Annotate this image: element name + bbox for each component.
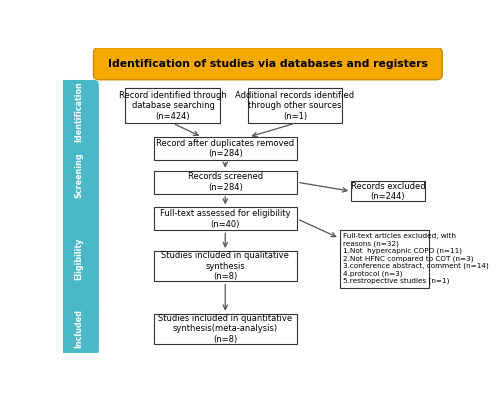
Text: Record after duplicates removed
(n=284): Record after duplicates removed (n=284) <box>156 139 294 158</box>
Text: Studies included in qualitative
synthesis
(n=8): Studies included in qualitative synthesi… <box>162 251 289 281</box>
Text: Records excluded
(n=244): Records excluded (n=244) <box>350 181 426 201</box>
Text: Full-text articles excluded, with
reasons (n=32)
1.Not  hypercapnic COPD (n=11)
: Full-text articles excluded, with reason… <box>344 233 489 284</box>
FancyBboxPatch shape <box>154 207 297 230</box>
Text: Identification of studies via databases and registers: Identification of studies via databases … <box>108 59 428 69</box>
FancyBboxPatch shape <box>60 137 98 213</box>
Text: Record identified through
database searching
(n=424): Record identified through database searc… <box>119 91 227 121</box>
Text: Full-text assessed for eligibility
(n=40): Full-text assessed for eligibility (n=40… <box>160 209 290 229</box>
Text: Eligibility: Eligibility <box>74 237 84 280</box>
FancyBboxPatch shape <box>94 48 442 80</box>
Text: Identification: Identification <box>74 81 84 142</box>
FancyBboxPatch shape <box>248 88 342 123</box>
FancyBboxPatch shape <box>154 171 297 194</box>
Text: Records screened
(n=284): Records screened (n=284) <box>188 172 263 192</box>
FancyBboxPatch shape <box>351 181 425 201</box>
FancyBboxPatch shape <box>60 208 98 310</box>
FancyBboxPatch shape <box>126 88 220 123</box>
Text: Included: Included <box>74 309 84 349</box>
FancyBboxPatch shape <box>154 251 297 281</box>
Text: Studies included in quantitative
synthesis(meta-analysis)
(n=8): Studies included in quantitative synthes… <box>158 314 292 344</box>
Text: Screening: Screening <box>74 152 84 198</box>
FancyBboxPatch shape <box>154 314 297 344</box>
FancyBboxPatch shape <box>60 304 98 354</box>
FancyBboxPatch shape <box>60 81 98 143</box>
Text: Additional records identified
through other sources
(n=1): Additional records identified through ot… <box>236 91 354 121</box>
FancyBboxPatch shape <box>154 137 297 160</box>
FancyBboxPatch shape <box>340 229 428 287</box>
